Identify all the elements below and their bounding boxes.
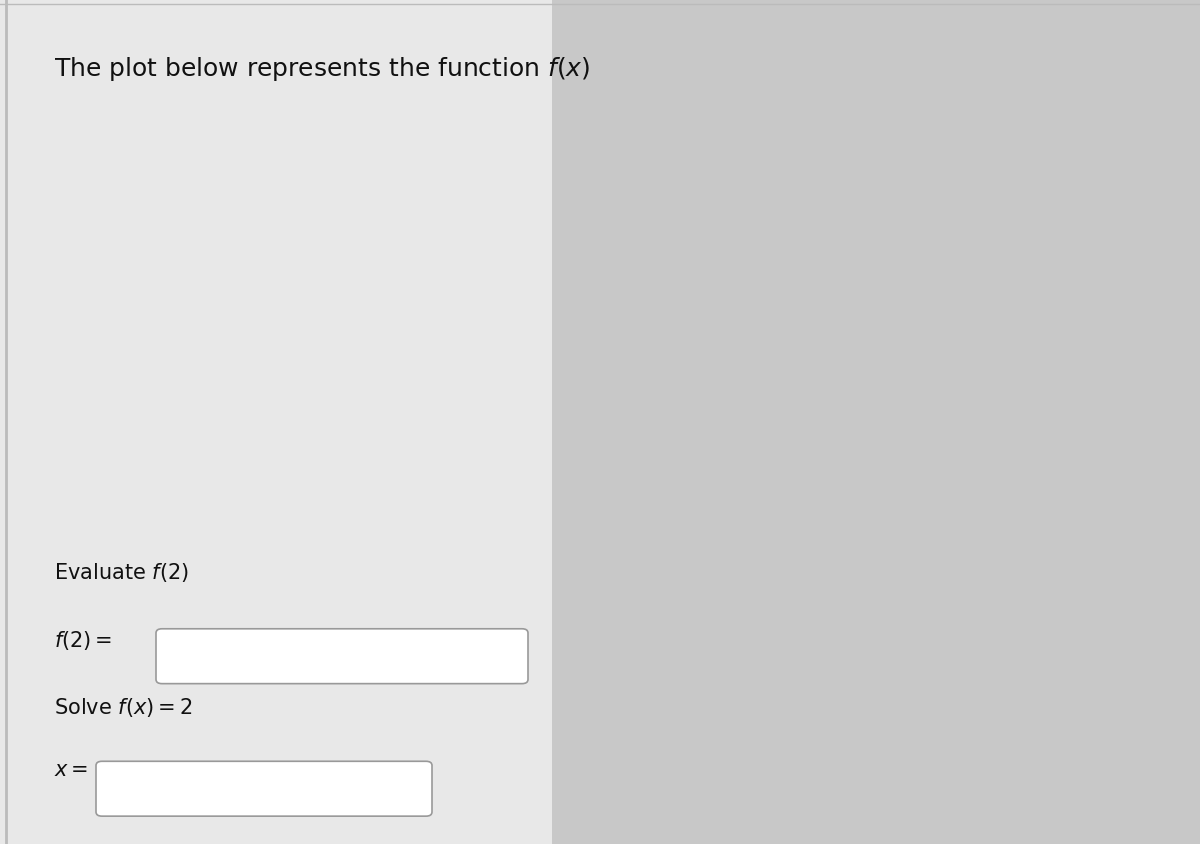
Text: Solve $f(x) = 2$: Solve $f(x) = 2$ <box>54 696 192 719</box>
Text: Evaluate $f(2)$: Evaluate $f(2)$ <box>54 561 188 584</box>
Text: The plot below represents the function $f(x)$: The plot below represents the function $… <box>54 55 590 83</box>
Text: $x=$: $x=$ <box>54 760 89 780</box>
Text: $f(2) = $: $f(2) = $ <box>54 629 113 652</box>
